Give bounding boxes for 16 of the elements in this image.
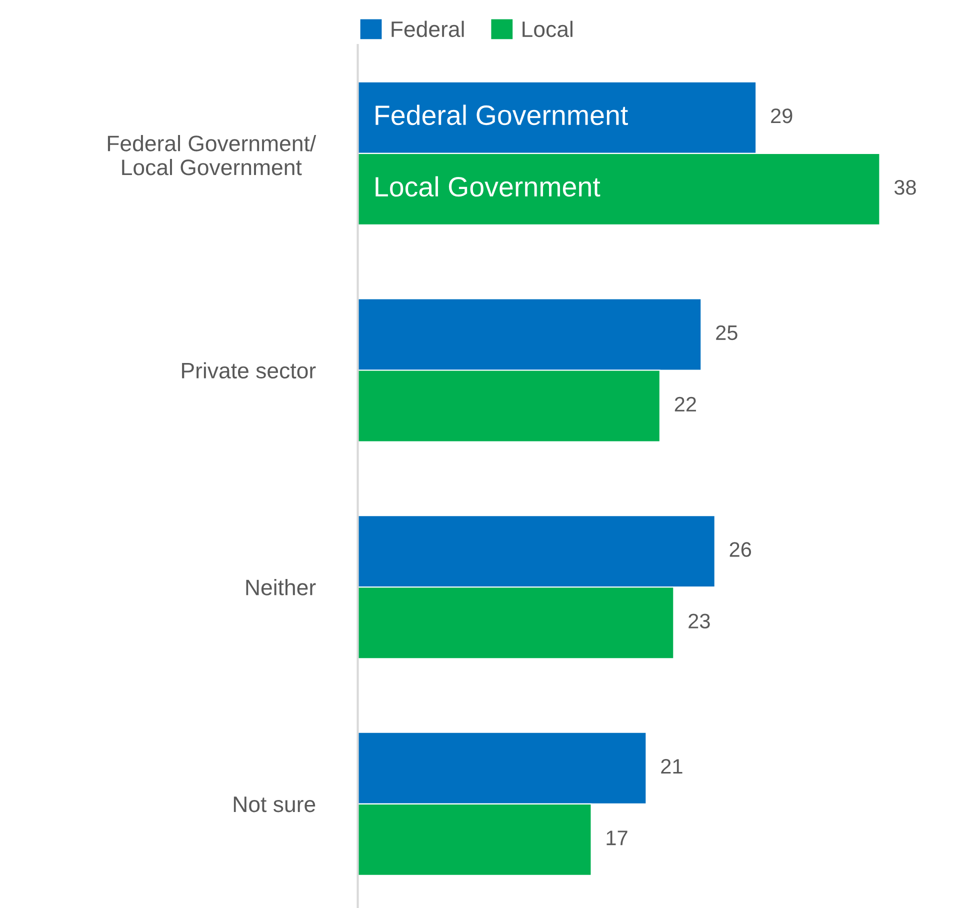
y-tick-label: Private sector: [182, 362, 316, 379]
annotation: Local Government: [376, 176, 600, 197]
annotation: Federal Government: [376, 104, 628, 126]
data-label: 22: [674, 396, 696, 412]
y-tick-label: Not sure: [234, 796, 316, 812]
data-label: 38: [894, 180, 916, 195]
y-tick-label: Federal Government/ Local Government: [108, 135, 316, 176]
data-label: 29: [771, 108, 792, 124]
data-label: 26: [730, 542, 752, 557]
legend-label: Federal: [392, 20, 464, 38]
data-label: 21: [661, 758, 682, 774]
y-tick-label: Neither: [246, 579, 316, 596]
data-label: 17: [606, 830, 628, 846]
data-label: 23: [688, 614, 710, 628]
legend-label: Local: [522, 20, 572, 38]
data-label: 25: [716, 325, 738, 340]
